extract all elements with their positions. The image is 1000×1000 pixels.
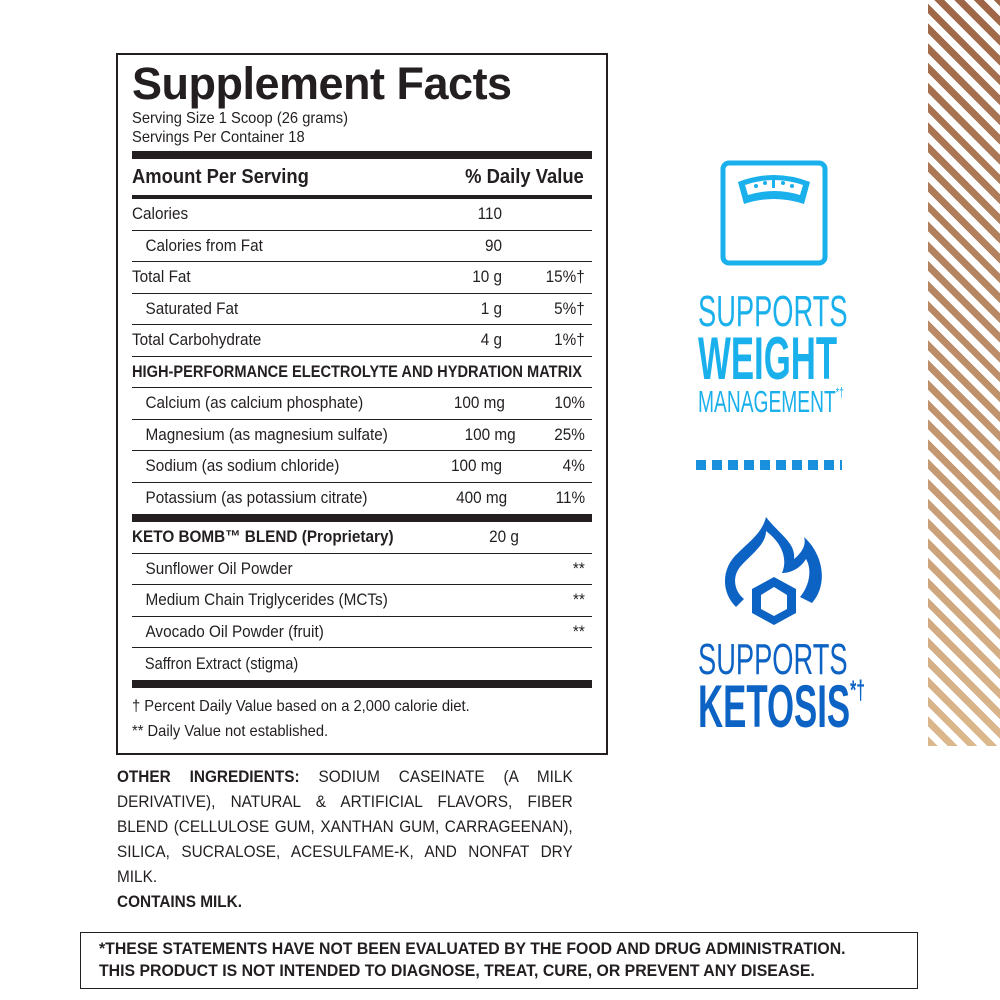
other-ingredients-text: SODIUM CASEINATE (A MILK DERIVATIVE), NA…: [117, 768, 573, 886]
divider: [132, 679, 592, 688]
amount-value: 10 g: [472, 267, 502, 287]
decorative-stripes: [928, 0, 1000, 746]
blend-table: KETO BOMB™ BLEND (Proprietary) 20 g Sunflo…: [132, 522, 592, 680]
table-row: Avocado Oil Powder (fruit) **: [132, 617, 592, 648]
claim-mark: *†: [835, 384, 844, 400]
nutrient-name: Sodium (as sodium chloride): [145, 456, 340, 476]
claim-ketosis-text: KETOSIS: [698, 673, 851, 740]
nutrient-name: KETO BOMB™ BLEND (Proprietary): [132, 527, 394, 547]
other-ingredients: OTHER INGREDIENTS: SODIUM CASEINATE (A M…: [117, 765, 573, 915]
daily-value: **: [572, 558, 585, 578]
amount-value: 100 mg: [464, 424, 516, 444]
disclaimer-line: *THESE STATEMENTS HAVE NOT BEEN EVALUATE…: [99, 940, 846, 958]
table-row: HIGH-PERFORMANCE ELECTROLYTE AND HYDRATI…: [132, 357, 592, 388]
allergen-statement: CONTAINS MILK.: [117, 893, 243, 911]
footnotes: † Percent Daily Value based on a 2,000 c…: [132, 694, 555, 744]
daily-value: 1%†: [554, 330, 585, 350]
amount-header: Amount Per Serving: [132, 165, 309, 188]
amount-value: 90: [484, 235, 502, 255]
other-ingredients-label: OTHER INGREDIENTS:: [117, 768, 300, 786]
nutrient-name: Calories from Fat: [145, 235, 263, 255]
nutrient-name: Medium Chain Triglycerides (MCTs): [145, 590, 388, 610]
claim-weight-line1: SUPPORTS: [698, 287, 848, 336]
table-row: Total Fat 10 g 15%†: [132, 262, 592, 294]
page-title: Supplement Facts: [132, 58, 512, 109]
claim-mark: *†: [850, 675, 865, 705]
fda-disclaimer: *THESE STATEMENTS HAVE NOT BEEN EVALUATE…: [80, 932, 918, 989]
amount-value: 100 mg: [453, 393, 505, 413]
table-row: Medium Chain Triglycerides (MCTs) **: [132, 585, 592, 617]
claim-ketosis-line2: KETOSIS*†: [698, 677, 865, 737]
divider: [132, 195, 592, 199]
nutrient-name: Total Fat: [132, 267, 191, 287]
disclaimer-line: THIS PRODUCT IS NOT INTENDED TO DIAGNOSE…: [99, 962, 815, 980]
table-row: Magnesium (as magnesium sulfate) 100 mg 25…: [132, 420, 592, 451]
nutrient-name: Saturated Fat: [145, 298, 239, 318]
claim-weight-line3: MANAGEMENT*†: [698, 384, 844, 419]
nutrient-name: HIGH-PERFORMANCE ELECTROLYTE AND HYDRATI…: [132, 361, 582, 381]
table-row: Potassium (as potassium citrate) 400 mg 11…: [132, 483, 592, 515]
claim-ketosis-line1: SUPPORTS: [698, 635, 848, 684]
table-row: Sunflower Oil Powder **: [132, 554, 592, 585]
table-row: KETO BOMB™ BLEND (Proprietary) 20 g: [132, 522, 592, 554]
table-row: Calories 110: [132, 199, 592, 231]
amount-value: 400 mg: [455, 488, 507, 508]
daily-value: 10%: [554, 393, 585, 413]
table-header: Amount Per Serving % Daily Value: [132, 159, 591, 195]
amount-value: 1 g: [480, 298, 502, 318]
nutrient-name: Total Carbohydrate: [132, 330, 262, 350]
scale-icon: [720, 160, 828, 266]
footnote: ** Daily Value not established.: [132, 722, 329, 740]
nutrient-name: Potassium (as potassium citrate): [145, 488, 368, 508]
amount-value: 100 mg: [450, 456, 502, 476]
amount-value: 4 g: [480, 330, 502, 350]
dotted-divider: [696, 460, 842, 470]
claim-weight-text: MANAGEMENT: [698, 384, 836, 419]
nutrient-name: Saffron Extract (stigma): [144, 653, 299, 673]
flame-hexagon-icon: [724, 517, 822, 625]
nutrient-name: Avocado Oil Powder (fruit): [145, 621, 324, 641]
nutrient-name: Calcium (as calcium phosphate): [145, 393, 364, 413]
daily-value: **: [572, 590, 585, 610]
nutrient-table: Calories 110 Calories from Fat 90 Total Fat 1…: [132, 199, 592, 514]
nutrient-name: Sunflower Oil Powder: [145, 558, 293, 578]
daily-value: 5%†: [554, 298, 585, 318]
table-row: Saffron Extract (stigma): [132, 648, 592, 680]
table-row: Calcium (as calcium phosphate) 100 mg 10%: [132, 388, 592, 420]
amount-value: 20 g: [488, 527, 519, 547]
claim-weight-line2: WEIGHT: [698, 325, 838, 392]
table-row: Total Carbohydrate 4 g 1%†: [132, 325, 592, 357]
daily-value: 15%†: [545, 267, 585, 287]
divider: [132, 514, 592, 522]
dv-header: % Daily Value: [465, 165, 584, 188]
supplement-facts-panel: Supplement Facts Serving Size 1 Scoop (2…: [116, 53, 608, 755]
divider: [132, 151, 592, 159]
table-row: Sodium (as sodium chloride) 100 mg 4%: [132, 451, 592, 483]
table-row: Saturated Fat 1 g 5%†: [132, 294, 592, 325]
nutrient-name: Magnesium (as magnesium sulfate): [145, 424, 388, 444]
servings-per-container: Servings Per Container 18: [132, 129, 305, 146]
daily-value: 25%: [554, 424, 585, 444]
daily-value: 4%: [562, 456, 585, 476]
table-row: Calories from Fat 90: [132, 231, 592, 262]
nutrient-name: Calories: [132, 204, 189, 224]
footnote: † Percent Daily Value based on a 2,000 c…: [132, 697, 470, 715]
serving-size: Serving Size 1 Scoop (26 grams): [132, 110, 348, 127]
amount-value: 110: [477, 204, 502, 224]
daily-value: **: [572, 621, 585, 641]
daily-value: 11%: [555, 488, 585, 508]
